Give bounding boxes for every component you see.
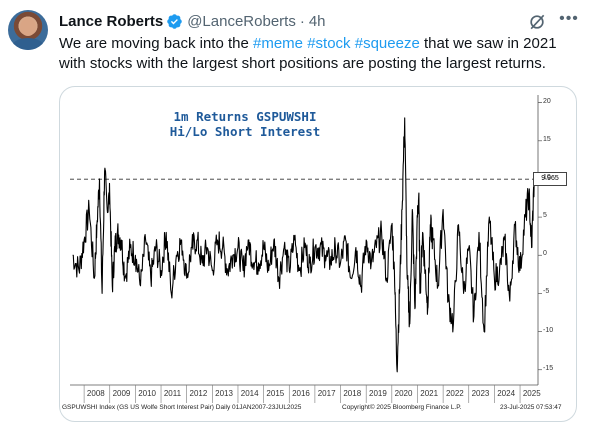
- y-tick-label: 5: [543, 212, 547, 220]
- chart-canvas: [70, 95, 542, 403]
- x-tick-label: 2022: [445, 389, 464, 398]
- chart-title: 1m Returns GSPUWSHI: [173, 109, 317, 124]
- chart-image[interactable]: 1m Returns GSPUWSHI Hi/Lo Short Interest…: [59, 86, 577, 422]
- tweet-text-line-1: We are moving back into the #meme #stock…: [59, 34, 579, 54]
- x-tick-label: 2019: [369, 389, 387, 398]
- x-tick-label: 2018: [343, 389, 362, 398]
- x-tick-label: 2008: [86, 389, 105, 398]
- y-tick-label: -5: [543, 288, 550, 296]
- x-tick-label: 2015: [266, 389, 285, 398]
- last-value-label: 9.965: [533, 172, 567, 187]
- separator-dot: ·: [299, 12, 305, 30]
- post-time[interactable]: 4h: [308, 12, 326, 30]
- tweet-text-line-2: with stocks with the largest short posit…: [59, 55, 546, 72]
- x-tick-label: 2012: [189, 389, 208, 398]
- y-tick-label: 10: [543, 173, 551, 181]
- chart-footer-timestamp: 23-Jul-2025 07:53:47: [500, 404, 562, 411]
- x-tick-label: 2017: [317, 389, 336, 398]
- avatar-shirt: [11, 38, 45, 50]
- author-name[interactable]: Lance Roberts: [59, 12, 164, 30]
- chart-footer-copyright: Copyright© 2025 Bloomberg Finance L.P.: [342, 404, 462, 411]
- y-tick-label: 20: [543, 97, 551, 105]
- hashtag-squeeze[interactable]: #squeeze: [354, 35, 420, 52]
- y-tick-label: -15: [543, 364, 554, 372]
- hashtag-stock[interactable]: #stock: [307, 35, 351, 52]
- x-tick-label: 2023: [471, 389, 490, 398]
- chart-subtitle: Hi/Lo Short Interest: [169, 124, 321, 139]
- x-tick-label: 2011: [163, 389, 182, 398]
- tweet-text-prefix: We are moving back into the: [59, 35, 253, 52]
- series-line-gspuwshi: [72, 117, 535, 373]
- avatar[interactable]: [8, 10, 48, 50]
- x-tick-label: 2021: [420, 389, 439, 398]
- hashtag-meme[interactable]: #meme: [253, 35, 304, 52]
- x-tick-label: 2013: [215, 389, 233, 398]
- grok-icon[interactable]: [527, 12, 547, 32]
- tweet-text-suffix: that we saw in 2021: [419, 35, 557, 52]
- y-tick-label: 0: [543, 250, 547, 258]
- y-tick-label: -10: [543, 326, 554, 334]
- tweet-text: We are moving back into the #meme #stock…: [59, 34, 579, 74]
- chart-footer-source: GSPUWSHI Index (GS US Wolfe Short Intere…: [62, 404, 302, 411]
- verified-badge-icon: [167, 13, 182, 29]
- x-tick-label: 2020: [394, 389, 413, 398]
- x-tick-label: 2025: [522, 389, 541, 398]
- tweet-header: Lance Roberts @LanceRoberts · 4h: [59, 11, 326, 31]
- avatar-face: [20, 18, 36, 36]
- more-options-icon[interactable]: •••: [559, 10, 579, 27]
- y-tick-label: 15: [543, 135, 551, 143]
- x-tick-label: 2009: [112, 389, 131, 398]
- x-tick-label: 2016: [292, 389, 310, 398]
- x-tick-label: 2014: [240, 389, 259, 398]
- x-tick-label: 2010: [138, 389, 156, 398]
- author-handle[interactable]: @LanceRoberts: [187, 12, 296, 30]
- x-tick-label: 2024: [497, 389, 516, 398]
